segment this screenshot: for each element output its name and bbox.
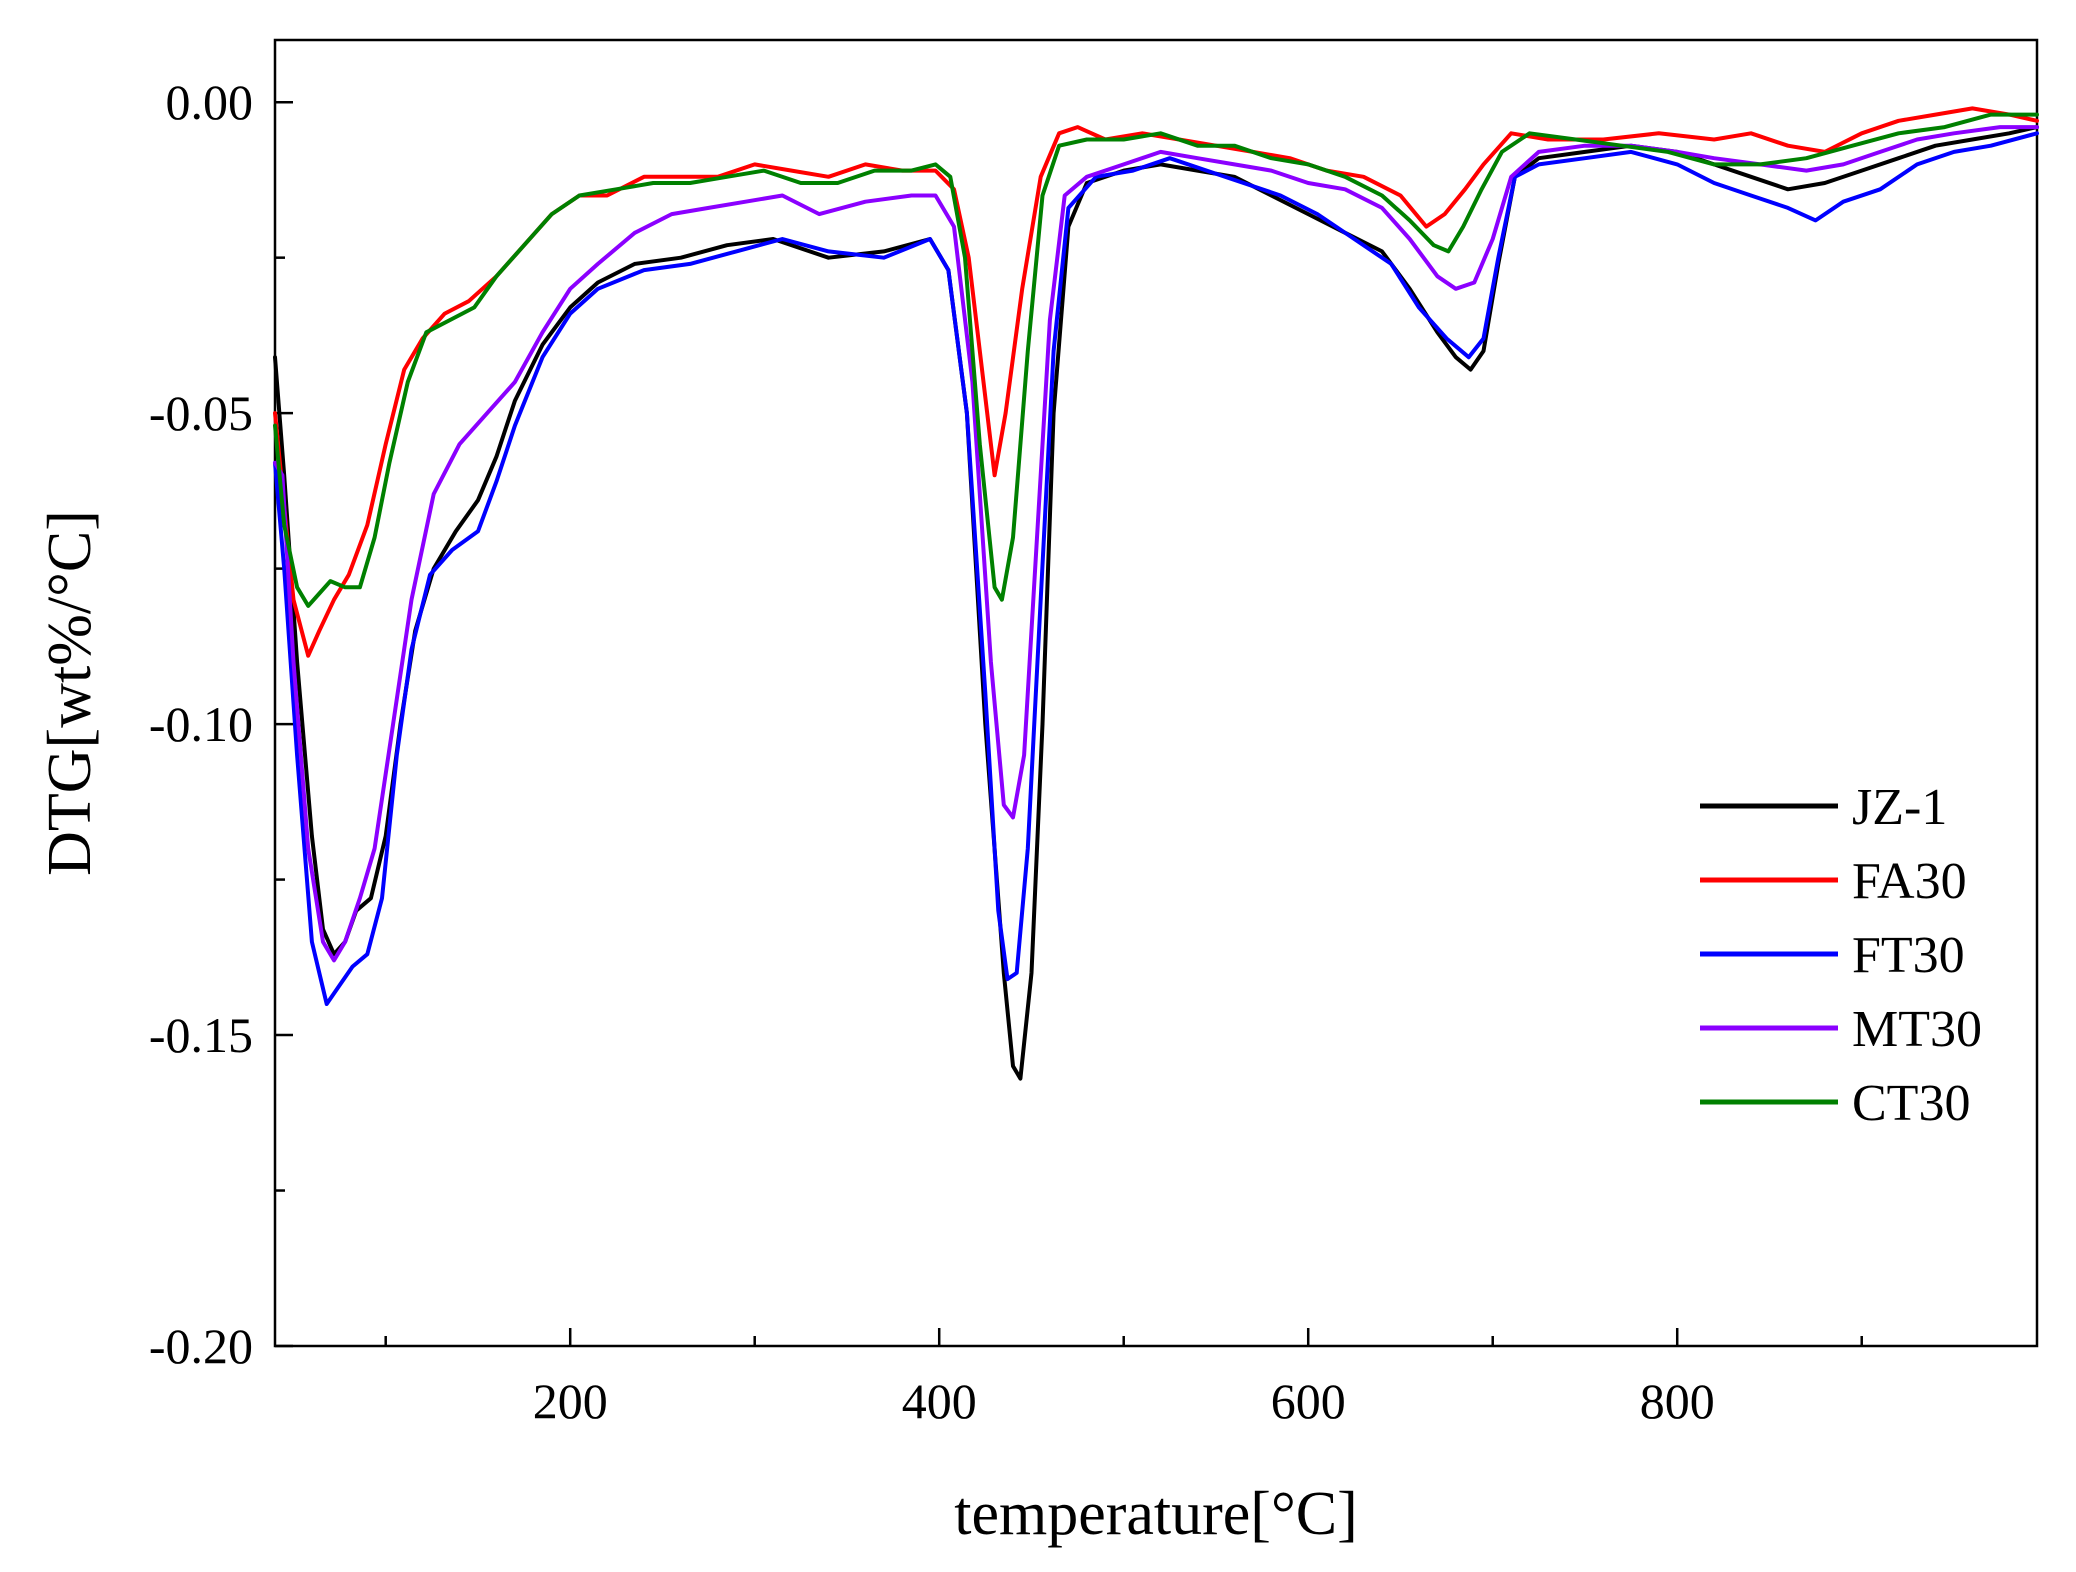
legend-label-jz-1: JZ-1 [1852,779,1947,836]
x-tick-label: 400 [902,1373,977,1429]
series-line-ct30 [273,112,2039,608]
y-tick-label: -0.05 [149,385,253,441]
legend-label-ft30: FT30 [1852,927,1965,984]
x-tick-label: 600 [1271,1373,1346,1429]
x-tick-label: 800 [1640,1373,1715,1429]
series-line-mt30 [273,125,2039,963]
legend-label-fa30: FA30 [1852,853,1967,910]
legend-label-mt30: MT30 [1852,1001,1982,1058]
series-line-fa30 [273,106,2039,658]
data-series [273,106,2039,1081]
y-tick-label: -0.20 [149,1318,253,1374]
legend-label-ct30: CT30 [1852,1075,1970,1132]
plot-area-border [273,38,2039,1348]
y-tick-label: 0.00 [166,74,254,130]
series-line-jz-1 [273,125,2039,1081]
legend: JZ-1 FA30 FT30 MT30 CT30 [1700,779,1982,1132]
y-tick-label: -0.10 [149,696,253,752]
x-tick-label: 200 [533,1373,608,1429]
y-axis-title: DTG[wt%/°C] [36,510,104,876]
y-tick-label: -0.15 [149,1007,253,1063]
axis-ticks [275,100,1863,1348]
series-line-ft30 [273,131,2039,1006]
plot-frame [273,38,2039,1348]
x-axis-title: temperature[°C] [954,1480,1357,1548]
axis-tick-labels: 200 400 600 800 0.00 -0.05 -0.10 -0.15 -0.20 [149,74,1715,1429]
